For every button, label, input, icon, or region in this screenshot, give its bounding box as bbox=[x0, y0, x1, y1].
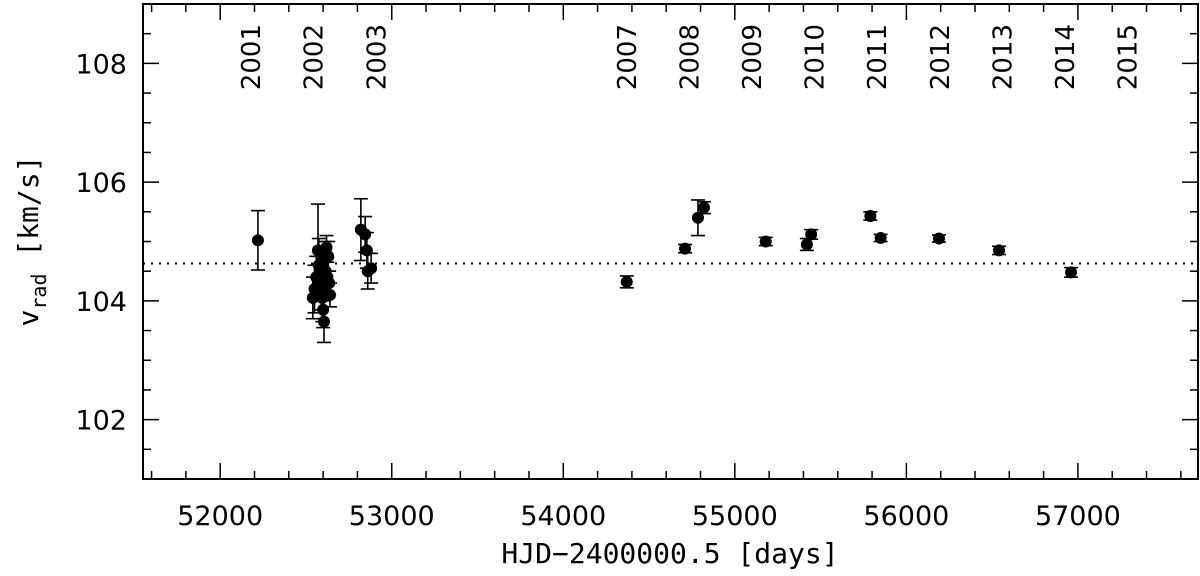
y-axis-label-spacer bbox=[12, 257, 45, 274]
year-label: 2002 bbox=[300, 24, 330, 90]
year-labels: 2001 2002 2003 2007 2008 2009 2010 2011 2012 2013… bbox=[237, 24, 1144, 90]
year-label: 2013 bbox=[988, 24, 1018, 90]
data-point bbox=[800, 238, 813, 251]
year-label: 2007 bbox=[613, 24, 643, 90]
x-tick-label: 53000 bbox=[349, 501, 435, 532]
year-label: 2001 bbox=[237, 24, 267, 90]
y-axis-label: vrad [km/s] bbox=[12, 156, 51, 327]
y-tick-label: 104 bbox=[75, 287, 127, 318]
y-axis-label-symbol: v bbox=[12, 310, 45, 327]
year-label: 2015 bbox=[1114, 24, 1144, 90]
data-point bbox=[365, 262, 378, 275]
y-tick-label: 102 bbox=[75, 406, 127, 437]
data-point bbox=[874, 231, 887, 244]
data-point bbox=[620, 275, 633, 288]
x-tick-label: 56000 bbox=[863, 501, 949, 532]
x-tick-label: 54000 bbox=[520, 501, 606, 532]
y-axis-label-unit: [km/s] bbox=[12, 156, 45, 257]
year-label: 2008 bbox=[675, 24, 705, 90]
y-tick-label: 108 bbox=[75, 49, 127, 80]
data-point bbox=[679, 242, 692, 255]
data-point bbox=[251, 234, 264, 247]
data-point bbox=[320, 241, 333, 254]
data-point bbox=[932, 232, 945, 245]
x-tick-label: 52000 bbox=[177, 501, 263, 532]
y-axis-label-subscript: rad bbox=[27, 274, 51, 310]
data-point bbox=[1065, 266, 1078, 279]
year-label: 2011 bbox=[863, 24, 893, 90]
year-label: 2009 bbox=[738, 24, 768, 90]
data-points bbox=[250, 197, 1079, 344]
x-tick-label: 55000 bbox=[692, 501, 778, 532]
data-point bbox=[359, 228, 372, 241]
tick-labels: 52000 53000 54000 55000 56000 57000 102 104 106 1… bbox=[75, 49, 1120, 532]
data-point bbox=[759, 235, 772, 248]
year-label: 2003 bbox=[362, 24, 392, 90]
year-label: 2010 bbox=[801, 24, 831, 90]
data-point bbox=[317, 315, 330, 328]
year-label: 2012 bbox=[926, 24, 956, 90]
year-label: 2014 bbox=[1051, 24, 1081, 90]
data-point bbox=[317, 303, 330, 316]
data-point bbox=[323, 288, 336, 301]
data-point bbox=[697, 201, 710, 214]
data-point bbox=[691, 211, 704, 224]
data-point bbox=[805, 228, 818, 241]
y-tick-label: 106 bbox=[75, 168, 127, 199]
axis-ticks bbox=[143, 3, 1198, 480]
x-axis-label: HJD−2400000.5 [days] bbox=[501, 537, 838, 570]
data-point bbox=[322, 250, 335, 263]
x-tick-label: 57000 bbox=[1035, 501, 1121, 532]
data-point bbox=[864, 209, 877, 222]
data-point bbox=[993, 244, 1006, 257]
